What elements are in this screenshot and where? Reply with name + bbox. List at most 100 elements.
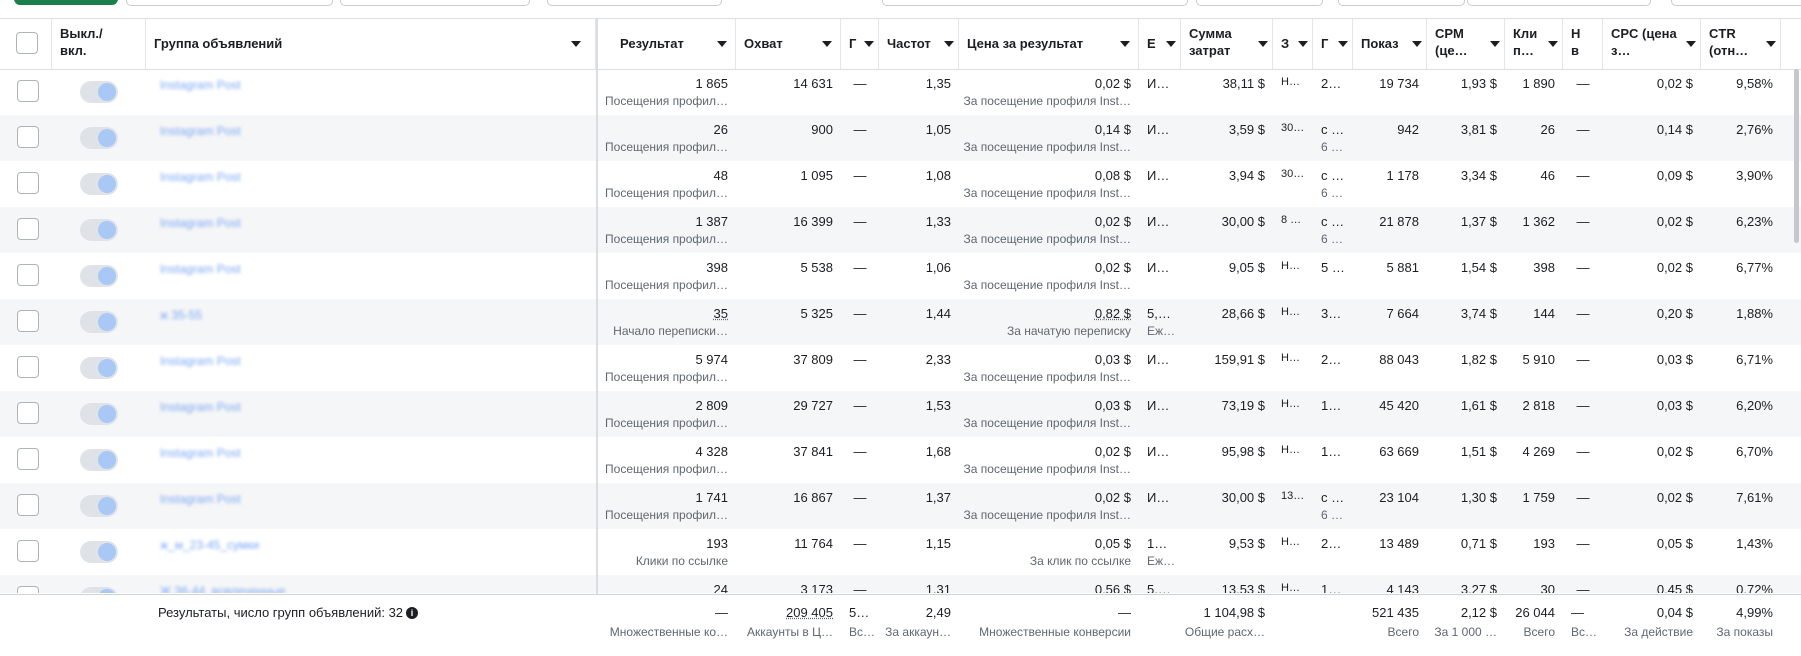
adset-name-cell[interactable]: Instagram Post [146, 69, 596, 115]
header-cpm[interactable]: CPM (це… [1427, 19, 1505, 69]
adset-name-link[interactable]: ж_м_23-45_сумки [160, 538, 259, 552]
row-toggle[interactable] [80, 495, 118, 517]
table-row[interactable]: Instagram Post 1 865 Посещения профил… 14 6… [0, 69, 1801, 115]
select-all-checkbox[interactable] [16, 32, 38, 54]
toolbar-dropdown-4[interactable] [882, 0, 1188, 6]
adset-name-link[interactable]: Instagram Post [160, 262, 241, 276]
header-adset[interactable]: Группа объявлений [146, 19, 596, 69]
adset-name-cell[interactable]: Instagram Post [146, 115, 596, 161]
row-checkbox[interactable] [17, 126, 39, 148]
adset-name-cell[interactable]: Instagram Post [146, 391, 596, 437]
table-row[interactable]: Instagram Post 4 328 Посещения профил… 37 8… [0, 437, 1801, 483]
table-row[interactable]: Instagram Post 1 387 Посещения профил… 16 3… [0, 207, 1801, 253]
adset-name-link[interactable]: Instagram Post [160, 78, 241, 92]
header-col10[interactable]: Г [1313, 19, 1353, 69]
row-toggle[interactable] [80, 357, 118, 379]
adset-name-cell[interactable]: ж 35-55 [146, 299, 596, 345]
adset-name-cell[interactable]: ж_м_23-45_сумки [146, 529, 596, 575]
adset-name-link[interactable]: Instagram Post [160, 216, 241, 230]
table-row[interactable]: Instagram Post 48 Посещения профил… 1 095 — 1… [0, 161, 1801, 207]
adset-name-cell[interactable]: Instagram Post [146, 207, 596, 253]
row-checkbox[interactable] [17, 402, 39, 424]
chevron-down-icon[interactable] [944, 41, 954, 47]
chevron-down-icon[interactable] [1298, 41, 1308, 47]
adset-name-link[interactable]: Instagram Post [160, 170, 241, 184]
header-ctr[interactable]: CTR (отн… [1701, 19, 1781, 69]
adset-name-cell[interactable]: Ж 36-44, вовлеченные [146, 575, 596, 593]
row-checkbox[interactable] [17, 494, 39, 516]
chevron-down-icon[interactable] [1258, 41, 1268, 47]
header-onoff[interactable]: Выкл./вкл. [52, 19, 146, 69]
chevron-down-icon[interactable] [822, 41, 832, 47]
adset-name-cell[interactable]: Instagram Post [146, 483, 596, 529]
adset-name-cell[interactable]: Instagram Post [146, 345, 596, 391]
header-frequency[interactable]: Частот [879, 19, 959, 69]
footer-reach-value[interactable]: 209 405 [786, 605, 833, 620]
chevron-down-icon[interactable] [1166, 41, 1176, 47]
row-toggle[interactable] [80, 449, 118, 471]
adset-name-link[interactable]: Instagram Post [160, 446, 241, 460]
row-toggle[interactable] [80, 403, 118, 425]
create-button[interactable] [14, 0, 118, 5]
toolbar-dropdown-5[interactable] [1196, 0, 1323, 6]
adset-name-link[interactable]: Instagram Post [160, 400, 241, 414]
table-row[interactable]: Instagram Post 398 Посещения профил… 5 538 —… [0, 253, 1801, 299]
header-reach[interactable]: Охват [736, 19, 841, 69]
chevron-down-icon[interactable] [1338, 41, 1348, 47]
toolbar-dropdown-8[interactable] [1671, 0, 1801, 6]
chevron-down-icon[interactable] [1490, 41, 1500, 47]
header-col7[interactable]: Е [1139, 19, 1181, 69]
adset-name-link[interactable]: Instagram Post [160, 354, 241, 368]
table-row[interactable]: Instagram Post 2 809 Посещения профил… 29 7… [0, 391, 1801, 437]
row-toggle[interactable] [80, 173, 118, 195]
chevron-down-icon[interactable] [1766, 41, 1776, 47]
header-col14[interactable]: Н в [1563, 19, 1603, 69]
adset-name-cell[interactable]: Instagram Post [146, 161, 596, 207]
header-col9[interactable]: З [1273, 19, 1313, 69]
toolbar-dropdown-1[interactable] [126, 0, 333, 6]
row-toggle[interactable] [80, 311, 118, 333]
adset-name-cell[interactable]: Instagram Post [146, 253, 596, 299]
toolbar-dropdown-7[interactable] [1467, 0, 1651, 6]
vertical-scrollbar[interactable] [1794, 69, 1799, 243]
header-result[interactable]: Результат [598, 19, 736, 69]
chevron-down-icon[interactable] [1686, 41, 1696, 47]
table-row[interactable]: ж 35-55 35 Начало переписки… 5 325 — 1,44 0,82… [0, 299, 1801, 345]
adset-name-link[interactable]: Instagram Post [160, 492, 241, 506]
adset-name-link[interactable]: Ж 36-44, вовлеченные [160, 584, 286, 593]
header-clicks[interactable]: Кли п… [1505, 19, 1563, 69]
row-checkbox[interactable] [17, 540, 39, 562]
toolbar-dropdown-6[interactable] [1338, 0, 1465, 6]
chevron-down-icon[interactable] [571, 41, 581, 47]
row-checkbox[interactable] [17, 218, 39, 240]
row-checkbox[interactable] [17, 356, 39, 378]
row-checkbox[interactable] [17, 586, 39, 593]
toolbar-dropdown-2[interactable] [340, 0, 530, 6]
row-checkbox[interactable] [17, 448, 39, 470]
table-row[interactable]: Ж 36-44, вовлеченные 24 3 173 — 1,31 0,56 $ 5,… [0, 575, 1801, 593]
header-cpc[interactable]: CPC (цена з… [1603, 19, 1701, 69]
row-toggle[interactable] [80, 127, 118, 149]
header-impressions[interactable]: Показ [1353, 19, 1427, 69]
header-amount-spent[interactable]: Сумма затрат [1181, 19, 1273, 69]
row-toggle[interactable] [80, 219, 118, 241]
row-checkbox[interactable] [17, 80, 39, 102]
adset-name-link[interactable]: Instagram Post [160, 124, 241, 138]
table-row[interactable]: Instagram Post 26 Посещения профил… 900 — 1,0… [0, 115, 1801, 161]
info-icon[interactable]: i [406, 607, 418, 619]
adset-name-link[interactable]: ж 35-55 [160, 308, 202, 322]
row-checkbox[interactable] [17, 310, 39, 332]
table-row[interactable]: Instagram Post 1 741 Посещения профил… 16 8… [0, 483, 1801, 529]
chevron-down-icon[interactable] [1120, 41, 1130, 47]
header-cost-per-result[interactable]: Цена за результат [959, 19, 1139, 69]
table-row[interactable]: Instagram Post 5 974 Посещения профил… 37 8… [0, 345, 1801, 391]
chevron-down-icon[interactable] [1412, 41, 1422, 47]
table-row[interactable]: ж_м_23-45_сумки 193 Клики по ссылке 11 764 —… [0, 529, 1801, 575]
row-toggle[interactable] [80, 265, 118, 287]
header-col4[interactable]: Г [841, 19, 879, 69]
row-toggle[interactable] [80, 587, 118, 593]
row-checkbox[interactable] [17, 172, 39, 194]
chevron-down-icon[interactable] [864, 41, 874, 47]
chevron-down-icon[interactable] [1548, 41, 1558, 47]
adset-name-cell[interactable]: Instagram Post [146, 437, 596, 483]
